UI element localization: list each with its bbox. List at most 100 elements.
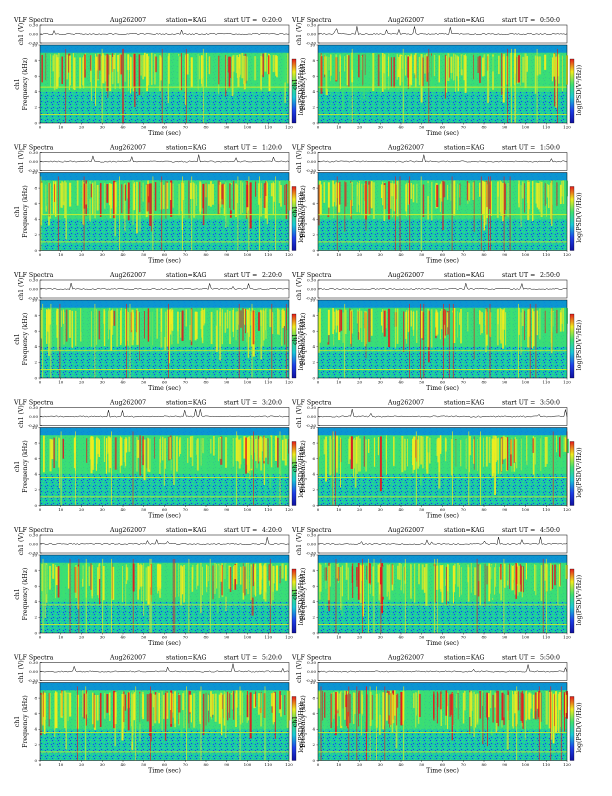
emission-streak <box>190 57 193 88</box>
emission-streak <box>556 435 557 453</box>
emission-streak <box>124 184 126 201</box>
emission-streak <box>319 308 321 343</box>
emission-streak <box>523 566 524 593</box>
emission-streak <box>264 52 267 72</box>
emission-streak <box>417 690 420 724</box>
emission-streak <box>119 53 121 89</box>
emission-streak <box>358 690 361 714</box>
emission-streak <box>137 310 139 345</box>
header-start-prefix: start UT = <box>224 17 257 24</box>
trace-tick-label: 0.30 <box>29 405 38 410</box>
emission-streak <box>349 436 351 460</box>
emission-streak <box>189 436 192 458</box>
upper-band <box>318 172 567 181</box>
emission-streak <box>554 694 556 727</box>
x-tick-label: 0 <box>317 762 320 767</box>
x-tick-label: 30 <box>100 635 106 640</box>
emission-streak <box>496 690 499 723</box>
sferic-spike <box>368 558 369 633</box>
channel-label: ch1 <box>292 206 299 217</box>
emission-streak <box>229 693 231 718</box>
x-tick-label: 90 <box>224 252 230 257</box>
emission-streak <box>281 439 282 479</box>
x-tick-label: 40 <box>120 762 126 767</box>
emission-streak <box>131 690 133 742</box>
y-tick-label: 10 <box>32 297 38 302</box>
emission-streak <box>532 181 534 221</box>
sferic-spike <box>42 558 44 633</box>
emission-streak <box>461 437 463 472</box>
sferic-spike <box>111 558 112 633</box>
emission-streak <box>383 185 386 221</box>
emission-streak <box>124 53 126 82</box>
emission-streak <box>169 692 172 710</box>
x-tick-label: 120 <box>285 380 293 385</box>
emission-streak <box>249 182 252 229</box>
emission-streak <box>473 180 475 232</box>
emission-streak <box>172 693 174 718</box>
header-station: station=KAG <box>444 272 485 279</box>
emission-streak <box>398 181 400 202</box>
emission-streak <box>456 55 458 77</box>
emission-streak <box>259 181 262 198</box>
emission-streak <box>323 309 324 341</box>
colorbar-label: log(PSD(V²/Hz)) <box>576 65 583 115</box>
emission-streak <box>222 693 223 726</box>
emission-streak <box>398 309 400 330</box>
emission-streak <box>107 55 109 98</box>
upper-band <box>40 555 289 563</box>
emission-streak <box>219 692 222 718</box>
header-station: station=KAG <box>166 17 207 24</box>
header-date: Aug262007 <box>387 17 424 24</box>
emission-streak <box>450 439 453 476</box>
emission-streak <box>484 563 486 607</box>
emission-streak <box>247 310 250 358</box>
sferic-spike <box>560 686 562 761</box>
emission-streak <box>443 181 446 198</box>
sferic-spike <box>168 303 169 378</box>
emission-streak <box>182 183 184 200</box>
emission-streak <box>81 436 83 470</box>
emission-streak <box>420 54 423 103</box>
emission-streak <box>90 436 93 474</box>
emission-streak <box>138 54 141 96</box>
emission-streak <box>466 180 469 201</box>
emission-streak <box>258 439 261 462</box>
y-tick-label: 6 <box>34 456 37 461</box>
y-tick-label: 10 <box>310 552 316 557</box>
emission-streak <box>202 693 205 736</box>
colorbar <box>569 58 575 124</box>
x-tick-label: 90 <box>502 380 508 385</box>
colorbar-label: log(PSD(V²/Hz)) <box>576 447 583 497</box>
y-tick-label: 4 <box>312 472 315 477</box>
emission-streak <box>185 309 187 327</box>
emission-streak <box>551 691 553 740</box>
emission-streak <box>227 691 229 721</box>
emission-streak <box>247 184 249 211</box>
x-tick-label: 60 <box>440 507 446 512</box>
emission-streak <box>327 182 330 208</box>
emission-streak <box>545 436 548 464</box>
emission-streak <box>240 180 242 215</box>
y-tick-label: 10 <box>32 170 38 175</box>
emission-streak <box>232 438 234 467</box>
emission-streak <box>344 690 346 720</box>
emission-streak <box>363 436 365 467</box>
emission-streak <box>48 311 50 356</box>
emission-streak <box>64 690 66 728</box>
emission-streak <box>216 564 218 589</box>
x-tick-label: 110 <box>264 762 272 767</box>
emission-streak <box>443 564 446 579</box>
sferic-spike <box>489 303 491 378</box>
trace-tick-label: 0.30 <box>29 532 38 537</box>
sferic-spike <box>557 48 558 123</box>
emission-streak <box>90 563 92 590</box>
header-product: VLF Spectra <box>291 400 332 407</box>
emission-streak <box>59 693 62 718</box>
emission-streak <box>169 182 172 200</box>
emission-streak <box>410 310 412 327</box>
x-tick-label: 100 <box>522 635 530 640</box>
emission-streak <box>329 308 332 340</box>
emission-streak <box>253 53 254 79</box>
emission-streak <box>478 565 480 582</box>
